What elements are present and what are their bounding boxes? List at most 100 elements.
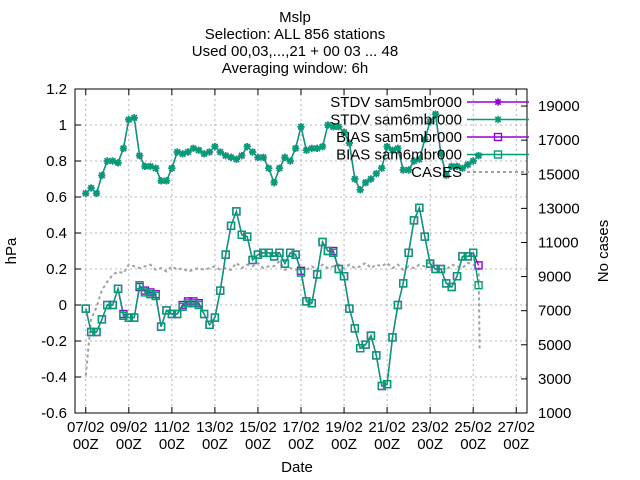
data-series <box>81 110 483 391</box>
data-point <box>146 290 155 299</box>
data-point <box>318 237 327 247</box>
data-point <box>237 230 247 240</box>
data-point <box>97 315 107 324</box>
chart-subtitle-averaging: Averaging window: 6h <box>222 60 368 77</box>
x-tick-label-hour: 00Z <box>503 436 529 453</box>
series-line <box>85 205 480 387</box>
data-point-core <box>277 166 282 170</box>
legend-entry: STDV sam6mbr000 <box>330 112 529 129</box>
series-bias-sam5mbr000 <box>81 203 483 391</box>
data-point-core <box>148 164 153 169</box>
data-point-core <box>455 164 459 169</box>
data-point <box>382 380 392 389</box>
x-tick-label: 17/02 <box>282 419 320 436</box>
data-point <box>189 299 198 308</box>
data-point <box>415 203 424 213</box>
data-point <box>210 313 220 322</box>
data-point-core <box>304 148 309 152</box>
data-point <box>199 309 209 319</box>
data-point <box>468 248 478 258</box>
data-point <box>92 327 101 337</box>
data-point <box>350 324 360 333</box>
data-point-core <box>186 150 190 154</box>
data-point-core <box>466 162 470 167</box>
x-tick-label: 23/02 <box>411 419 449 436</box>
y2-tick-label: 5000 <box>538 337 571 354</box>
data-point-core <box>342 130 346 134</box>
legend-entry: STDV sam5mbr000 <box>330 94 529 111</box>
data-point <box>493 132 503 142</box>
data-point <box>420 232 429 241</box>
data-point <box>81 304 90 313</box>
tick-labels: 07/0200Z09/0200Z11/0200Z13/0200Z15/0200Z… <box>41 81 580 453</box>
chart-title: Mslp <box>279 9 311 26</box>
data-point-core <box>153 166 158 170</box>
data-point <box>151 291 160 301</box>
x-tick-label-hour: 00Z <box>288 436 314 453</box>
data-point-core <box>406 168 411 172</box>
y-tick-label: 0.2 <box>46 261 67 278</box>
data-point <box>307 299 316 308</box>
data-point-core <box>422 137 427 142</box>
y-tick-label: -0.2 <box>41 333 67 350</box>
data-point-core <box>170 166 174 170</box>
data-point <box>404 248 413 258</box>
data-point-core <box>191 146 196 151</box>
data-point-core <box>94 191 99 196</box>
data-point-core <box>353 177 357 181</box>
data-point <box>156 322 166 331</box>
data-point-core <box>428 119 432 124</box>
data-point-core <box>363 180 368 185</box>
data-point-core <box>293 146 298 151</box>
data-point-core <box>164 179 169 183</box>
data-point-core <box>331 125 336 129</box>
data-point <box>323 246 333 256</box>
legend-entry: BIAS sam5mbr000 <box>336 129 529 146</box>
y2-tick-label: 9000 <box>538 269 571 286</box>
x-tick-label: 25/02 <box>454 419 492 436</box>
y-axis-label: hPa <box>3 237 20 264</box>
data-point-core <box>89 186 93 190</box>
y-tick-label: 1 <box>59 117 67 134</box>
y2-tick-label: 13000 <box>538 200 580 217</box>
data-point <box>183 299 193 308</box>
x-tick-label-hour: 00Z <box>73 436 99 453</box>
data-point-core <box>471 159 475 163</box>
y2-tick-label: 11000 <box>538 234 579 251</box>
data-point <box>129 313 139 322</box>
data-point-core <box>116 161 120 165</box>
data-point-core <box>234 157 239 161</box>
x-tick-label: 27/02 <box>497 419 535 436</box>
data-point-core <box>202 152 206 156</box>
y-tick-label: 0.8 <box>46 153 67 170</box>
data-point <box>140 288 150 297</box>
y2-tick-label: 7000 <box>538 303 571 320</box>
data-point-core <box>396 146 400 151</box>
x-tick-label: 15/02 <box>239 419 277 436</box>
data-point <box>232 207 241 216</box>
data-point <box>339 272 349 281</box>
chart-subtitle-used: Used 00,03,...,21 + 00 03 ... 48 <box>192 43 398 60</box>
data-point <box>436 264 446 274</box>
data-point-core <box>299 125 303 129</box>
data-point-core <box>358 188 362 192</box>
data-point-core <box>256 155 260 160</box>
data-point-core <box>390 148 395 152</box>
legend-label: CASES <box>411 164 462 181</box>
data-point <box>275 248 284 258</box>
data-point <box>226 221 236 231</box>
data-point-core <box>401 168 406 172</box>
x-tick-label-hour: 00Z <box>374 436 400 453</box>
y-tick-label: 0 <box>59 297 67 314</box>
data-point <box>366 331 376 340</box>
x-tick-label-hour: 00Z <box>159 436 185 453</box>
x-tick-label-hour: 00Z <box>417 436 443 453</box>
x-tick-label: 07/02 <box>67 419 105 436</box>
data-point-core <box>379 166 384 170</box>
data-point-core <box>83 191 88 196</box>
y-tick-label: 1.2 <box>46 81 67 98</box>
data-point <box>216 286 225 295</box>
data-point-core <box>433 112 438 116</box>
